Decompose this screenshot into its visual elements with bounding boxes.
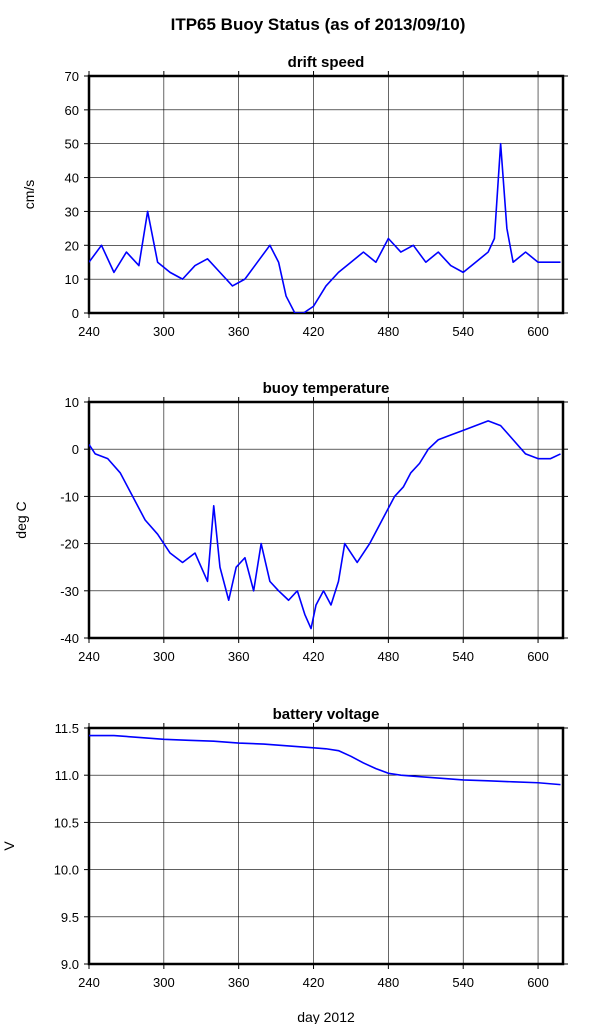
- x-tick-label: 360: [228, 324, 250, 339]
- plot-frame: [87, 726, 565, 966]
- x-tick-label: 360: [228, 649, 250, 664]
- y-tick-label: -20: [60, 537, 79, 552]
- y-tick-label: 0: [72, 306, 79, 321]
- y-tick-label: -10: [60, 489, 79, 504]
- x-tick-label: 540: [452, 324, 474, 339]
- x-tick-label: 360: [228, 975, 250, 990]
- x-tick-label: 540: [452, 975, 474, 990]
- x-tick-label: 240: [78, 324, 100, 339]
- x-tick-label: 480: [378, 649, 400, 664]
- x-tick-label: 420: [303, 975, 325, 990]
- y-tick-label: 20: [65, 238, 79, 253]
- y-tick-label: 9.0: [61, 957, 79, 972]
- y-tick-label: 40: [65, 171, 79, 186]
- plot-frame: [87, 74, 565, 315]
- plot-frame: [87, 400, 565, 640]
- x-tick-label: 600: [527, 649, 549, 664]
- x-tick-label: 300: [153, 975, 175, 990]
- y-tick-label: 30: [65, 204, 79, 219]
- x-tick-label: 240: [78, 975, 100, 990]
- x-tick-label: 540: [452, 649, 474, 664]
- y-axis-label: deg C: [13, 501, 29, 538]
- x-tick-label: 300: [153, 324, 175, 339]
- chart-panel-1: drift speed 240 300 360 420 480 540 600 0 10 20 30 4…: [21, 54, 568, 339]
- x-tick-label: 600: [527, 324, 549, 339]
- y-axis-label: cm/s: [21, 180, 37, 210]
- y-axis-label: V: [1, 841, 17, 851]
- y-tick-label: 50: [65, 137, 79, 152]
- y-tick-label: 10.0: [54, 863, 79, 878]
- y-tick-label: -30: [60, 584, 79, 599]
- chart-panel-3: battery voltage 240 300 360 420 480 540 600 9.0 9…: [1, 706, 568, 990]
- chart-title: battery voltage: [273, 706, 380, 723]
- chart-title: buoy temperature: [263, 380, 390, 397]
- y-tick-label: 0: [72, 442, 79, 457]
- x-tick-label: 300: [153, 649, 175, 664]
- figure-title: ITP65 Buoy Status (as of 2013/09/10): [171, 15, 466, 34]
- y-tick-label: 10.5: [54, 815, 79, 830]
- y-tick-label: 9.5: [61, 910, 79, 925]
- y-tick-label: 10: [65, 395, 79, 410]
- chart-panel-2: buoy temperature 240 300 360 420 480 540 600 -40…: [13, 380, 568, 664]
- chart-title: drift speed: [288, 54, 365, 71]
- y-tick-label: -40: [60, 631, 79, 646]
- x-tick-label: 240: [78, 649, 100, 664]
- series-line-1: [89, 734, 561, 786]
- y-tick-label: 11.0: [55, 768, 79, 783]
- x-tick-label: 480: [378, 324, 400, 339]
- y-tick-label: 11.5: [55, 721, 79, 736]
- series-line-1: [89, 142, 561, 313]
- x-tick-label: 420: [303, 324, 325, 339]
- x-tick-label: 420: [303, 649, 325, 664]
- y-tick-label: 10: [65, 272, 79, 287]
- shared-x-axis-label: day 2012: [297, 1009, 355, 1024]
- x-tick-label: 600: [527, 975, 549, 990]
- series-line-1: [89, 420, 561, 630]
- y-tick-label: 70: [65, 69, 79, 84]
- x-tick-label: 480: [378, 975, 400, 990]
- y-tick-label: 60: [65, 103, 79, 118]
